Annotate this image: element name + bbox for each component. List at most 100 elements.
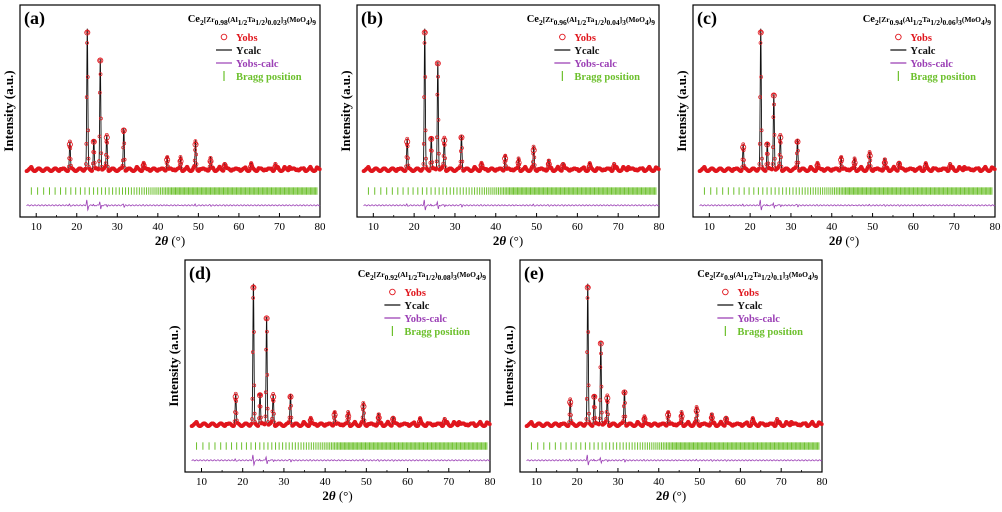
- x-tick-label: 30: [449, 221, 461, 233]
- yobs-point: [192, 158, 197, 163]
- yobs-point: [666, 410, 671, 414]
- yobs-point: [265, 406, 270, 411]
- bragg-ticks: [703, 187, 993, 195]
- yobs-point: [405, 136, 410, 141]
- yobs-point: [622, 404, 626, 408]
- yobs-point: [584, 397, 589, 401]
- yobs-peak-point: [404, 138, 411, 145]
- yobs-peak-point: [794, 138, 801, 145]
- yobs-peak-point: [961, 165, 968, 172]
- yobs-point: [422, 41, 427, 45]
- legend: Yobs Ycalc Yobs-calc Bragg position: [890, 33, 976, 83]
- y-axis-label: Intensity (a.u.): [338, 70, 353, 151]
- panel-c: 10 20 30 40 50 60 70 80 2θ (°) Intensity (a.u.) (c…: [674, 4, 1001, 248]
- yobs-point: [598, 398, 602, 402]
- y-axis-label: Intensity (a.u.): [674, 70, 689, 151]
- yobs-peak-point: [838, 156, 845, 163]
- yobs-peak-point: [97, 57, 104, 64]
- yobs-point: [256, 423, 261, 428]
- yobs-point: [428, 161, 433, 165]
- yobs-point: [423, 75, 428, 79]
- yobs-point: [641, 423, 646, 427]
- yobs-point: [759, 75, 764, 79]
- yobs-point: [796, 148, 800, 153]
- yobs-point: [586, 330, 591, 334]
- x-tick-label: 10: [196, 476, 208, 488]
- plot-frame: [184, 259, 491, 473]
- yobs-peak-point: [331, 411, 338, 418]
- yobs-point: [97, 134, 102, 139]
- yobs-point: [664, 423, 669, 428]
- legend-diff-label: Yobs-calc: [910, 59, 953, 70]
- x-tick-label: 70: [949, 221, 961, 233]
- yobs-point: [436, 117, 441, 122]
- yobs-point: [695, 413, 700, 418]
- legend: Yobs Ycalc Yobs-calc Bragg position: [384, 288, 470, 338]
- yobs-point: [598, 365, 603, 370]
- yobs-point: [598, 341, 603, 345]
- yobs-peak-point: [947, 163, 954, 170]
- yobs-point: [165, 155, 170, 159]
- yobs-point: [250, 417, 254, 421]
- legend-diff-label: Yobs-calc: [404, 314, 447, 325]
- yobs-point: [270, 416, 274, 421]
- bragg-ticks: [30, 187, 318, 195]
- x-tick-label: 70: [443, 476, 455, 488]
- yobs-point: [234, 411, 239, 415]
- yobs-point: [586, 285, 590, 290]
- yobs-peak-point: [625, 165, 632, 172]
- yobs-point: [531, 144, 536, 149]
- yobs-point: [515, 165, 520, 170]
- yobs-point: [99, 116, 103, 121]
- yobs-peak-point: [441, 418, 448, 425]
- yobs-point: [193, 148, 197, 152]
- panel-b: 10 20 30 40 50 60 70 80 2θ (°) Intensity (a.u.) (b…: [338, 4, 665, 248]
- yobs-point: [759, 128, 764, 133]
- yobs-point: [257, 416, 261, 421]
- yobs-point: [104, 132, 109, 137]
- yobs-point: [362, 418, 367, 423]
- yobs-point: [568, 397, 573, 402]
- bragg-ticks: [196, 442, 488, 450]
- x-tick-label: 60: [572, 221, 584, 233]
- yobs-peak-point: [866, 152, 873, 159]
- yobs-point: [814, 168, 819, 172]
- x-tick-label: 20: [745, 221, 757, 233]
- yobs-point: [287, 419, 291, 424]
- legend-ycalc-label: Ycalc: [574, 46, 599, 57]
- yobs-point: [623, 414, 628, 419]
- yobs-point: [250, 350, 255, 354]
- yobs-point: [585, 350, 589, 354]
- y-axis-label: Intensity (a.u.): [166, 325, 181, 406]
- yobs-point: [710, 415, 715, 420]
- yobs-points: [189, 285, 492, 428]
- yobs-point: [532, 163, 537, 167]
- bragg-ticks: [367, 187, 657, 195]
- yobs-point: [758, 41, 763, 45]
- yobs-point: [390, 423, 394, 428]
- yobs-point: [772, 102, 776, 107]
- yobs-point: [606, 412, 610, 417]
- yobs-point: [590, 423, 595, 428]
- yobs-peak-point: [814, 162, 821, 169]
- yobs-point: [765, 142, 770, 146]
- yobs-point: [421, 162, 426, 166]
- yobs-point: [604, 417, 609, 421]
- yobs-point: [272, 411, 276, 416]
- yobs-point: [345, 420, 349, 425]
- yobs-point: [771, 93, 776, 97]
- yobs-point: [422, 95, 426, 99]
- legend-bragg-label: Bragg position: [910, 72, 976, 83]
- yobs-point: [120, 163, 125, 168]
- yobs-point: [194, 162, 199, 166]
- yobs-point: [92, 160, 97, 165]
- yobs-point: [772, 133, 777, 137]
- yobs-point: [264, 347, 268, 352]
- yobs-point: [258, 404, 263, 409]
- yobs-point: [766, 161, 771, 166]
- difference-line: [191, 454, 491, 467]
- yobs-peak-point: [272, 163, 279, 170]
- yobs-point: [105, 164, 110, 169]
- yobs-point: [289, 415, 294, 420]
